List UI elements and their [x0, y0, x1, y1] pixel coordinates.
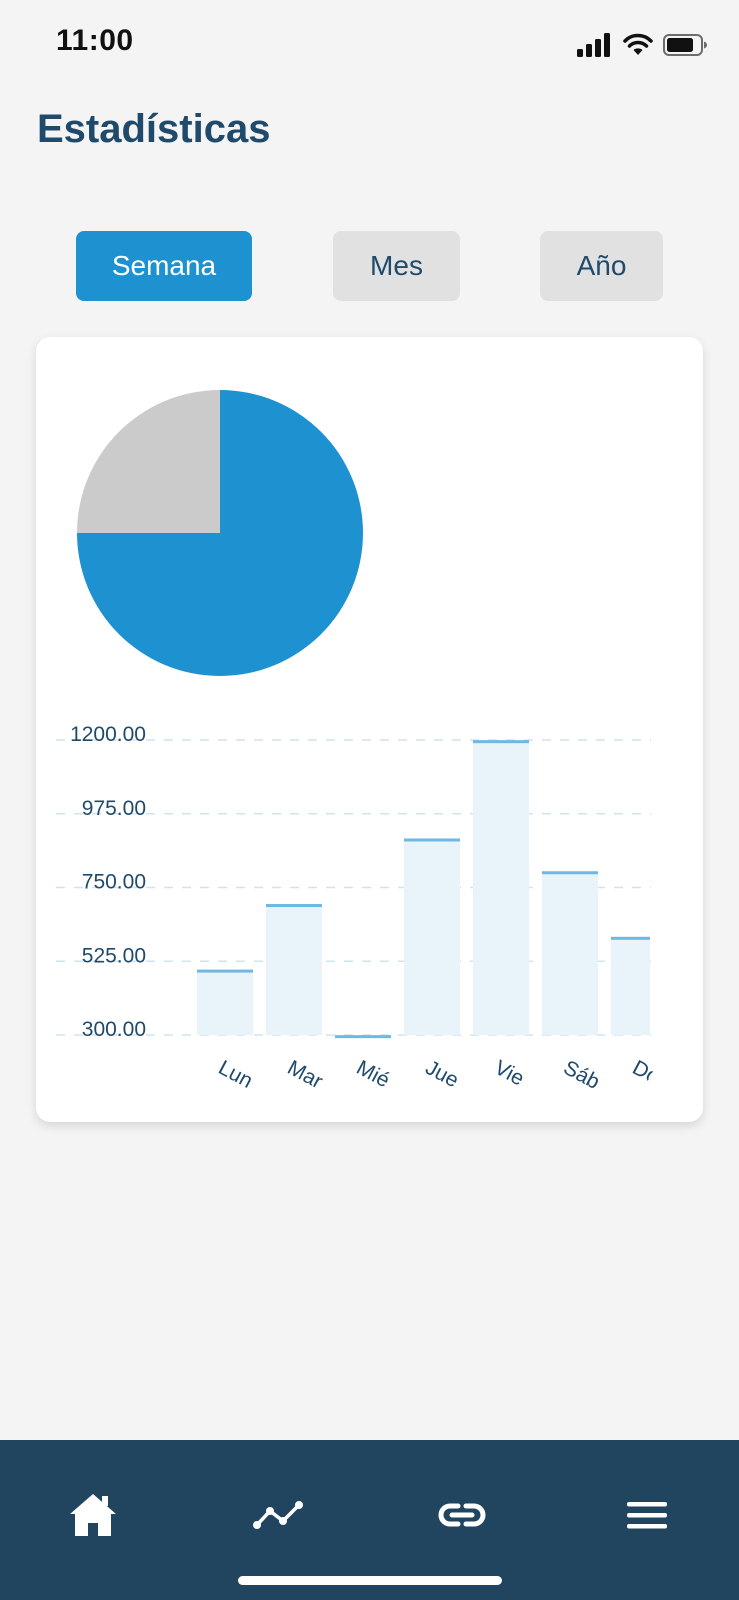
bar-top-line: [542, 871, 598, 875]
x-tick-label: Vie: [491, 1056, 528, 1090]
y-tick-label: 975.00: [82, 797, 146, 820]
status-time: 11:00: [56, 24, 134, 57]
x-tick-label: Lun: [215, 1056, 257, 1093]
nav-link[interactable]: [427, 1480, 497, 1550]
bottom-nav: [0, 1440, 739, 1600]
home-indicator: [238, 1576, 502, 1585]
pie-slice: [77, 390, 220, 533]
status-bar: 11:00: [0, 0, 739, 90]
x-tick-label: Dom: [629, 1056, 679, 1097]
bar-top-line: [335, 1035, 391, 1039]
menu-icon: [627, 1502, 667, 1529]
wifi-icon: [623, 33, 653, 55]
tab-ano[interactable]: Año: [540, 231, 663, 301]
bar-top-line: [473, 740, 529, 744]
bar-top-line: [611, 936, 650, 940]
x-tick-label: Sáb: [560, 1056, 604, 1094]
tab-mes[interactable]: Mes: [333, 231, 460, 301]
signal-icon: [577, 33, 610, 57]
link-icon: [438, 1503, 486, 1527]
nav-stats[interactable]: [243, 1480, 313, 1550]
bar-top-line: [266, 904, 322, 908]
stats-card: 1200.00 975.00 750.00 525.00 300.00 Lun Mar Mié…: [36, 337, 703, 1122]
status-icons: [577, 30, 709, 60]
bar: [266, 905, 322, 1035]
page-title: Estadísticas: [37, 107, 271, 151]
y-tick-label: 750.00: [82, 871, 146, 894]
y-tick-label: 525.00: [82, 944, 146, 967]
x-tick-label: Jue: [422, 1056, 463, 1092]
bar: [542, 872, 598, 1035]
bar: [404, 839, 460, 1035]
y-tick-label: 1200.00: [70, 723, 146, 746]
stats-charts: 1200.00 975.00 750.00 525.00 300.00 Lun Mar Mié…: [56, 390, 679, 1097]
bar: [611, 938, 650, 1035]
battery-icon: [663, 34, 707, 56]
x-tick-label: Mar: [284, 1056, 327, 1093]
tab-semana[interactable]: Semana: [76, 231, 252, 301]
y-tick-label: 300.00: [82, 1018, 146, 1041]
nav-home[interactable]: [58, 1480, 128, 1550]
nav-menu[interactable]: [612, 1480, 682, 1550]
bar: [197, 971, 253, 1035]
chart-line-icon: [253, 1501, 303, 1529]
bar-top-line: [404, 838, 460, 842]
home-icon: [70, 1494, 116, 1536]
bar: [473, 741, 529, 1035]
bar-top-line: [197, 969, 253, 973]
x-tick-label: Mié: [353, 1056, 394, 1092]
